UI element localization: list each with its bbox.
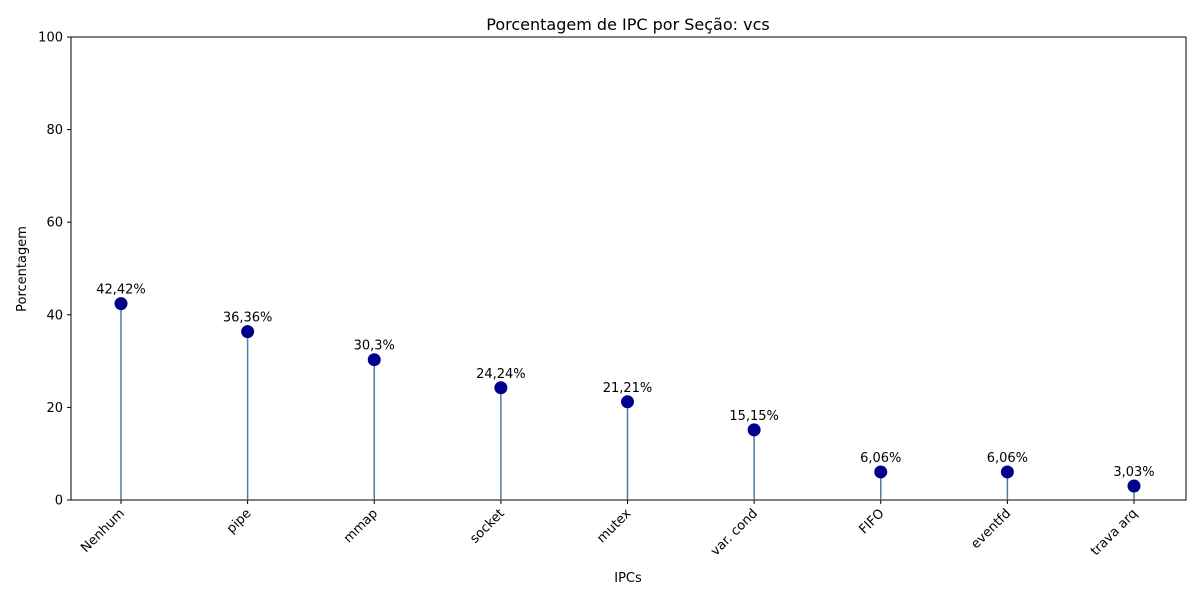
y-tick-label: 60 — [46, 216, 63, 231]
data-value-label: 3,03% — [1113, 465, 1154, 480]
x-tick-label: mutex — [594, 506, 634, 546]
data-point-marker — [367, 353, 381, 367]
data-point-marker — [874, 465, 888, 479]
chart-title: Porcentagem de IPC por Seção: vcs — [486, 15, 769, 34]
data-value-label: 42,42% — [96, 283, 146, 298]
data-point-marker — [1000, 465, 1014, 479]
data-value-label: 21,21% — [603, 381, 653, 396]
y-axis-label: Porcentagem — [15, 226, 30, 312]
x-tick-label: pipe — [224, 506, 254, 536]
x-tick-label: trava arq — [1088, 506, 1141, 559]
data-value-label: 36,36% — [223, 311, 273, 326]
data-point-marker — [114, 297, 128, 311]
data-value-label: 6,06% — [987, 451, 1028, 466]
x-tick-label: eventfd — [968, 506, 1014, 552]
data-value-label: 24,24% — [476, 367, 526, 382]
data-labels-group: 42,42% 36,36% 30,3% 24,24% 21,21% 15,15% 6,06%… — [96, 283, 1154, 480]
data-point-marker — [747, 423, 761, 437]
data-value-label: 6,06% — [860, 451, 901, 466]
y-tick-label: 40 — [46, 308, 63, 323]
data-point-marker — [494, 381, 508, 395]
x-axis-label: IPCs — [614, 571, 642, 586]
x-tick-label: socket — [467, 506, 507, 546]
x-axis: Nenhum pipe mmap socket mutex var. cond FIFO ev… — [78, 500, 1141, 559]
data-value-label: 30,3% — [354, 339, 395, 354]
data-point-marker — [241, 325, 255, 339]
y-tick-label: 80 — [46, 123, 63, 138]
x-tick-label: FIFO — [856, 506, 887, 537]
markers-group — [114, 297, 1141, 493]
x-tick-label: Nenhum — [78, 506, 128, 556]
y-tick-label: 100 — [38, 31, 63, 46]
y-tick-label: 20 — [46, 401, 63, 416]
data-point-marker — [621, 395, 634, 409]
data-point-marker — [1127, 479, 1141, 493]
plot-frame — [70, 36, 1187, 501]
y-tick-label: 0 — [55, 494, 63, 509]
data-value-label: 15,15% — [729, 409, 779, 424]
y-axis: 0 20 40 60 80 100 — [38, 31, 71, 509]
x-tick-label: mmap — [341, 506, 381, 546]
x-tick-label: var. cond — [708, 506, 761, 559]
